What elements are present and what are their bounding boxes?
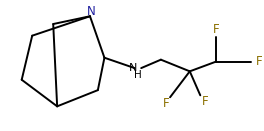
Text: H: H — [134, 70, 142, 80]
Text: N: N — [87, 5, 96, 18]
Text: F: F — [202, 95, 209, 108]
Text: F: F — [213, 23, 219, 36]
Text: F: F — [256, 55, 262, 68]
Text: N: N — [129, 63, 138, 73]
Text: F: F — [163, 97, 169, 110]
